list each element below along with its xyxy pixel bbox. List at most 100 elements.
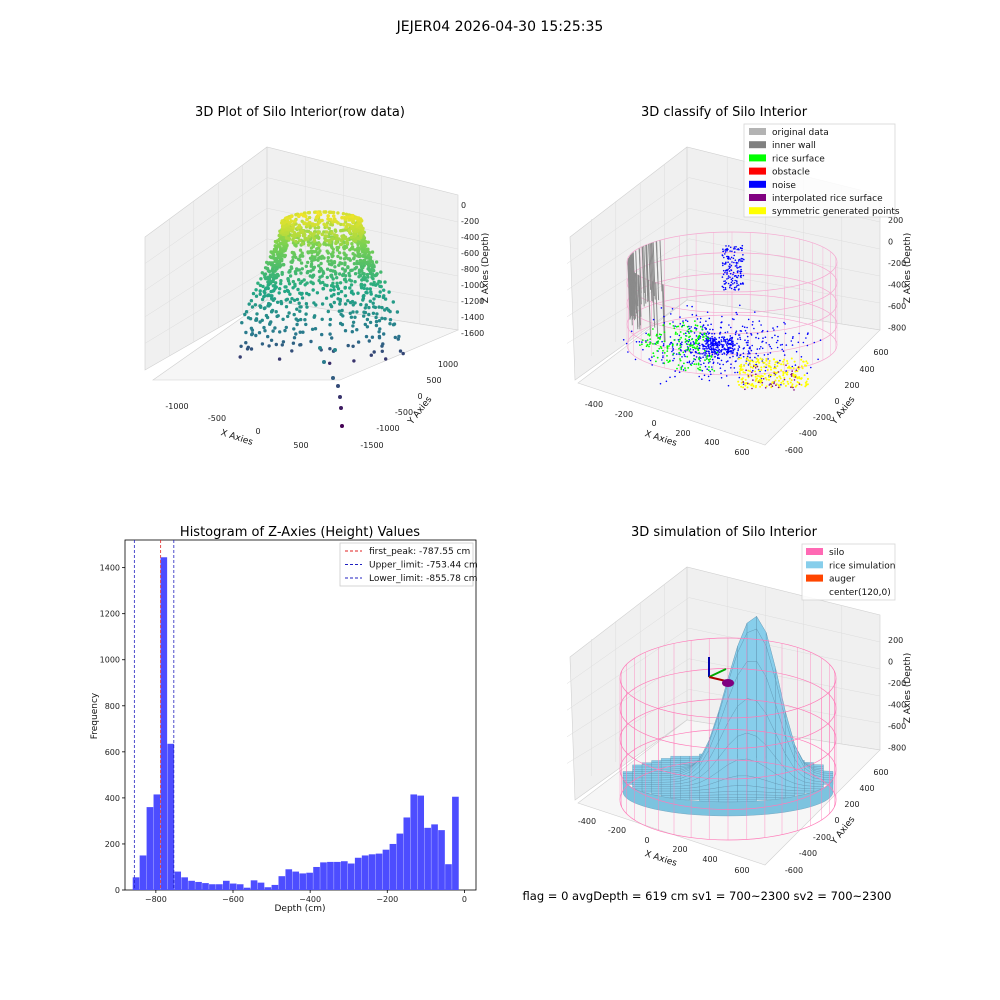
- raw-point: [363, 252, 367, 256]
- interpolated-point: [750, 375, 753, 377]
- raw-point: [283, 285, 287, 289]
- noise-point: [721, 254, 724, 256]
- noise-point: [685, 319, 687, 322]
- raw-point: [326, 259, 330, 263]
- raw-point: [326, 214, 331, 218]
- inner-wall-point: [651, 242, 655, 297]
- legend-swatch: [806, 574, 823, 582]
- raw-point: [310, 327, 315, 331]
- raw-point: [361, 235, 366, 239]
- noise-point: [714, 336, 716, 339]
- classify-3d-ztick: -600: [888, 302, 906, 311]
- simulation-3d-auger-marker: [708, 657, 734, 687]
- symmetric-point: [746, 386, 749, 389]
- symmetric-point: [748, 383, 751, 386]
- raw-point: [357, 270, 362, 274]
- noise-point: [726, 271, 728, 274]
- symmetric-point: [774, 367, 777, 370]
- noise-point: [708, 352, 711, 355]
- interpolated-point: [790, 375, 793, 377]
- noise-point: [672, 359, 674, 362]
- noise-point: [752, 321, 754, 323]
- rice-surface-point: [652, 352, 655, 355]
- noise-point: [771, 336, 773, 339]
- raw-point: [340, 267, 345, 271]
- raw-point: [377, 294, 381, 299]
- rice-surface-point: [658, 337, 661, 339]
- raw-point: [328, 217, 333, 222]
- noise-point: [761, 341, 763, 343]
- raw-point: [274, 342, 278, 347]
- noise-point: [679, 342, 682, 345]
- noise-point: [673, 357, 675, 360]
- noise-point: [710, 373, 712, 376]
- classify-silo-ring: [626, 273, 838, 334]
- noise-point: [696, 318, 699, 320]
- raw-point: [362, 244, 366, 248]
- noise-point: [702, 324, 705, 326]
- noise-point: [719, 363, 721, 366]
- raw-point: [292, 336, 297, 340]
- noise-point: [717, 354, 719, 357]
- raw-point: [268, 255, 273, 259]
- rice-surface-cell: [651, 790, 662, 794]
- noise-point: [734, 248, 736, 250]
- rice-surface-point: [648, 345, 650, 348]
- symmetric-point: [749, 360, 752, 363]
- symmetric-point: [768, 362, 771, 365]
- raw-point: [391, 300, 395, 304]
- noise-point: [690, 342, 692, 344]
- noise-point: [776, 346, 779, 349]
- symmetric-point: [765, 357, 768, 360]
- raw-point: [332, 260, 337, 264]
- noise-point: [743, 258, 745, 261]
- symmetric-point: [770, 374, 773, 377]
- symmetric-point: [751, 383, 753, 386]
- noise-point: [747, 353, 749, 355]
- noise-point: [687, 340, 690, 343]
- noise-point: [749, 346, 751, 348]
- classify-3d-floor-pane: [577, 299, 881, 446]
- raw-point: [297, 214, 301, 219]
- noise-point: [702, 344, 704, 346]
- raw-point: [337, 263, 341, 267]
- interpolated-point: [792, 386, 794, 389]
- raw-point: [335, 248, 340, 252]
- rice-surface-point: [693, 363, 696, 365]
- raw-point: [268, 261, 272, 265]
- symmetric-point: [802, 360, 805, 363]
- legend-label: interpolated rice surface: [772, 194, 883, 204]
- noise-point: [660, 307, 663, 309]
- noise-point: [724, 271, 726, 274]
- symmetric-point: [782, 380, 785, 383]
- raw-point: [278, 262, 282, 266]
- noise-point: [742, 254, 744, 256]
- noise-point: [730, 363, 732, 366]
- grid-line: [566, 627, 690, 711]
- noise-point: [753, 327, 755, 330]
- raw-point: [357, 254, 361, 259]
- raw-point: [309, 339, 313, 344]
- raw-point: [344, 225, 349, 229]
- inner-wall-point: [638, 248, 642, 294]
- raw-point: [338, 256, 343, 260]
- raw-point: [363, 306, 367, 310]
- raw-point: [346, 343, 350, 348]
- rice-surface-cell: [775, 795, 786, 798]
- noise-point: [738, 334, 741, 336]
- symmetric-point: [768, 365, 771, 368]
- symmetric-point: [752, 360, 755, 363]
- noise-point: [723, 280, 725, 283]
- rice-surface-point: [652, 343, 654, 345]
- noise-point: [736, 276, 738, 279]
- raw-point: [369, 353, 373, 357]
- raw-point: [307, 215, 312, 220]
- raw-point: [382, 332, 386, 336]
- noise-point: [695, 335, 698, 337]
- rice-surface-point: [716, 351, 719, 354]
- noise-point: [710, 345, 712, 348]
- raw-point: [388, 309, 392, 314]
- raw-point: [338, 395, 342, 399]
- raw-point: [291, 279, 295, 284]
- raw-point: [355, 247, 360, 251]
